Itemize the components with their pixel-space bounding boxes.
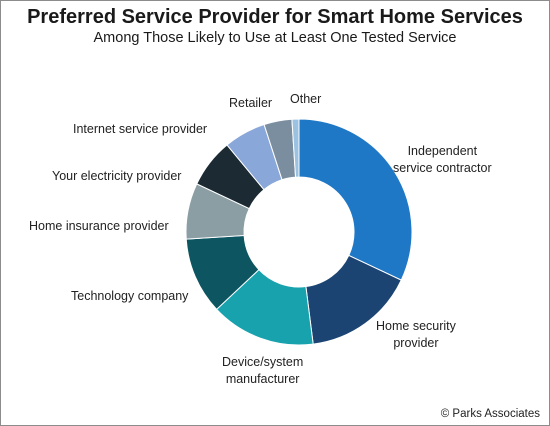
label-independent-service-contractor-line2: service contractor [393,161,492,175]
label-device-system-manufacturer-line2: manufacturer [225,372,300,386]
label-device-system-manufacturer: Device/system manufacturer [222,354,303,388]
chart-subtitle: Among Those Likely to Use at Least One T… [93,30,457,46]
label-device-system-manufacturer-line1: Device/system [222,355,304,369]
copyright-text: © Parks Associates [440,408,540,420]
label-technology-company: Technology company [71,289,189,303]
label-home-security-provider-line2: provider [393,336,439,350]
slice-independent-service-contractor [298,118,413,281]
chart-title: Preferred Service Provider for Smart Hom… [27,6,523,28]
label-home-security-provider-line1: Home security [376,319,456,333]
label-retailer: Retailer [229,96,273,110]
label-your-electricity-provider: Your electricity provider [52,169,182,183]
label-home-security-provider: Home security provider [376,318,456,352]
label-independent-service-contractor: Independent service contractor [393,143,492,177]
label-other: Other [290,92,322,106]
label-independent-service-contractor-line1: Independent [407,144,478,158]
label-internet-service-provider: Internet service provider [73,122,208,136]
label-home-insurance-provider: Home insurance provider [29,219,169,233]
slice-other [291,118,300,178]
